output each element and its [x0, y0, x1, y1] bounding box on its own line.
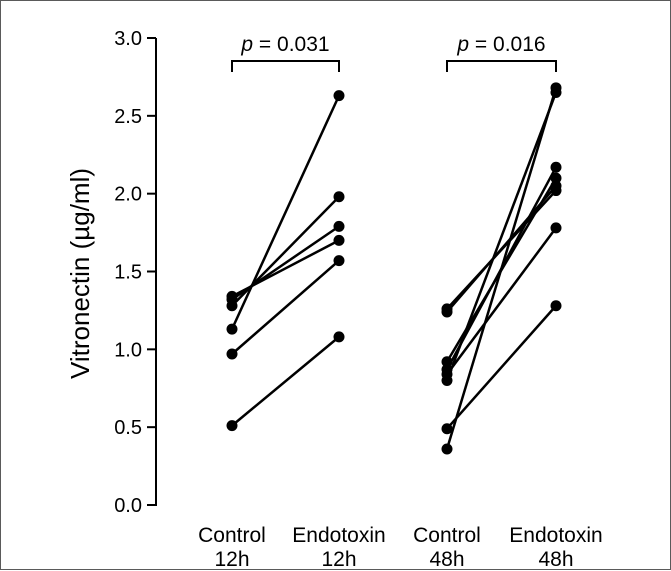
point-control-48h — [441, 423, 453, 435]
y-tick-label: 1.0 — [114, 339, 142, 361]
x-tick-label-line1: Endotoxin — [509, 524, 602, 547]
y-axis-ticks: 0.0 0.5 1.0 1.5 2.0 2.5 3.0 — [114, 28, 156, 517]
y-axis-label: Vitronectin (µg/ml) — [65, 168, 95, 379]
p-symbol: p — [240, 33, 253, 56]
x-tick-label-line2: 12h — [214, 548, 249, 571]
x-axis-ticks: Control12hEndotoxin12hControl48hEndotoxi… — [198, 524, 603, 571]
point-endotoxin-48h — [550, 172, 562, 184]
point-control-48h — [441, 374, 453, 386]
point-control-48h — [441, 443, 453, 455]
point-endotoxin-48h — [550, 180, 562, 192]
point-endotoxin-12h — [333, 220, 345, 232]
pair-line-12h — [231, 259, 340, 355]
point-endotoxin-48h — [550, 222, 562, 234]
point-control-12h — [226, 300, 238, 312]
point-endotoxin-12h — [333, 191, 345, 203]
y-tick-label: 1.5 — [114, 262, 142, 284]
pair-line-48h — [445, 227, 558, 375]
p-value-label: p = 0.031 — [240, 33, 329, 56]
x-tick-label-line2: 48h — [538, 548, 573, 571]
x-tick-label-line2: 12h — [321, 548, 356, 571]
point-control-48h — [441, 356, 453, 368]
point-control-12h — [226, 323, 238, 335]
p-value-label: p = 0.016 — [456, 33, 545, 56]
pair-line-48h — [445, 87, 558, 450]
pair-line-12h — [230, 95, 341, 330]
y-tick-label: 2.0 — [114, 184, 142, 206]
p-value: = 0.016 — [469, 33, 545, 56]
point-endotoxin-12h — [333, 331, 345, 343]
significance-bracket — [231, 60, 340, 72]
pair-line-48h — [445, 92, 558, 381]
point-endotoxin-12h — [333, 255, 345, 267]
x-tick-label-line2: 48h — [429, 548, 464, 571]
significance-bracket — [446, 60, 557, 72]
point-endotoxin-48h — [550, 300, 562, 312]
point-endotoxin-12h — [333, 90, 345, 102]
data-points — [226, 82, 562, 455]
x-tick-label-line1: Endotoxin — [292, 524, 385, 547]
point-endotoxin-48h — [550, 161, 562, 173]
y-tick-label: 3.0 — [114, 28, 142, 50]
point-control-12h — [226, 348, 238, 360]
x-tick-label-line1: Control — [198, 524, 266, 547]
point-endotoxin-48h — [550, 82, 562, 94]
paired-data-lines — [230, 87, 558, 450]
y-tick-label: 2.5 — [114, 106, 142, 128]
point-control-12h — [226, 420, 238, 432]
p-value: = 0.031 — [253, 33, 329, 56]
x-tick-label-line1: Control — [413, 524, 481, 547]
significance-brackets: p = 0.031 p = 0.016 — [231, 33, 557, 72]
pair-line-48h — [446, 304, 557, 430]
y-tick-label: 0.0 — [114, 495, 142, 517]
p-symbol: p — [456, 33, 469, 56]
point-control-48h — [441, 306, 453, 318]
pair-line-12h — [231, 335, 340, 427]
y-tick-label: 0.5 — [114, 417, 142, 439]
point-endotoxin-12h — [333, 234, 345, 246]
